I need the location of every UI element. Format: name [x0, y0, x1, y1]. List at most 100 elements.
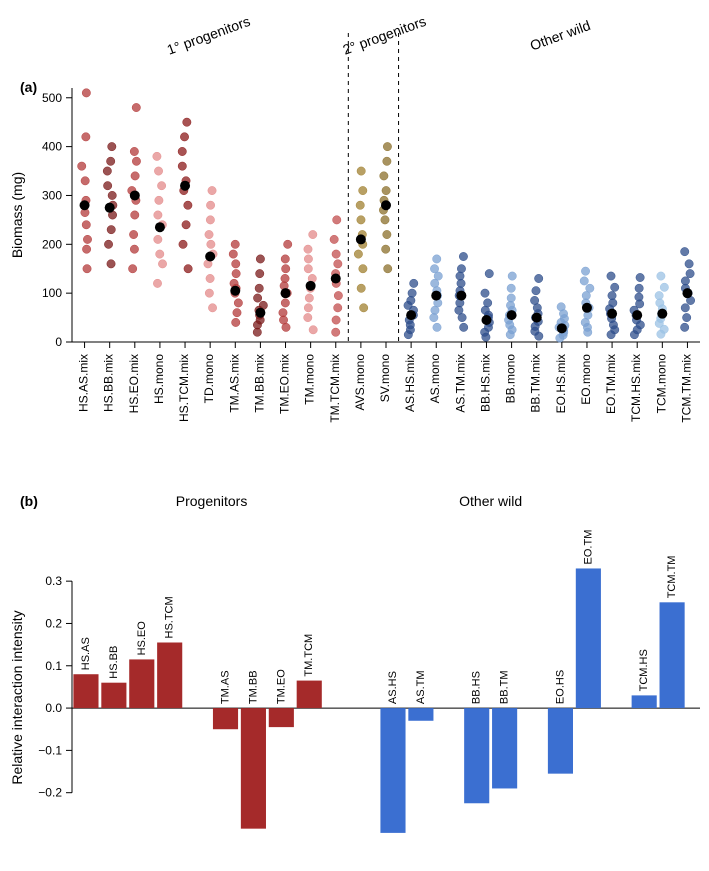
- x-category-label: BB.mono: [504, 354, 518, 404]
- data-point: [434, 272, 442, 280]
- figure: (a)0100200300400500Biomass (mg)1° progen…: [0, 0, 709, 871]
- bar: [380, 708, 405, 833]
- mean-marker: [431, 291, 441, 301]
- data-point: [205, 230, 213, 238]
- x-category-label: HS.BB.mix: [102, 354, 116, 412]
- mean-marker: [582, 303, 592, 313]
- data-point: [233, 308, 241, 316]
- mean-marker: [532, 313, 542, 323]
- data-point: [129, 230, 137, 238]
- data-point: [532, 287, 540, 295]
- data-point: [381, 216, 389, 224]
- data-point: [130, 245, 138, 253]
- data-point: [253, 294, 261, 302]
- data-point: [205, 289, 213, 297]
- data-point: [334, 291, 342, 299]
- bar: [297, 681, 322, 709]
- panel-b-label: (b): [20, 493, 38, 509]
- data-point: [108, 191, 116, 199]
- x-category-label: TM.TCM.mix: [328, 354, 342, 423]
- data-point: [232, 260, 240, 268]
- data-point: [380, 172, 388, 180]
- bar-label: EO.TM: [582, 530, 594, 565]
- data-point: [78, 162, 86, 170]
- bar-label: TM.AS: [220, 670, 232, 704]
- bar-label: HS.EO: [136, 621, 148, 656]
- mean-marker: [607, 309, 617, 319]
- data-point: [607, 272, 615, 280]
- data-point: [359, 265, 367, 273]
- bar-label: EO.HS: [554, 670, 566, 704]
- ytick-label: −0.2: [38, 786, 62, 800]
- data-point: [332, 328, 340, 336]
- bar-label: HS.BB: [108, 646, 120, 679]
- mean-marker: [130, 190, 140, 200]
- group-label: 2° progenitors: [341, 13, 429, 58]
- data-point: [108, 142, 116, 150]
- data-point: [83, 235, 91, 243]
- data-point: [131, 172, 139, 180]
- data-point: [332, 316, 340, 324]
- bar-label: BB.HS: [471, 671, 483, 704]
- data-point: [131, 211, 139, 219]
- bar-label: TCM.HS: [638, 649, 650, 691]
- bar: [73, 674, 98, 708]
- ytick-label: 100: [42, 286, 62, 300]
- mean-marker: [481, 315, 491, 325]
- data-point: [581, 267, 589, 275]
- data-point: [334, 260, 342, 268]
- x-category-label: TD.mono: [202, 354, 216, 404]
- data-point: [304, 265, 312, 273]
- data-point: [354, 250, 362, 258]
- data-point: [611, 283, 619, 291]
- ytick-label: 500: [42, 91, 62, 105]
- data-point: [410, 279, 418, 287]
- data-point: [82, 245, 90, 253]
- x-category-label: AS.HS.mix: [403, 354, 417, 412]
- data-point: [207, 240, 215, 248]
- data-point: [132, 157, 140, 165]
- x-category-label: TM.mono: [303, 354, 317, 405]
- data-point: [356, 201, 364, 209]
- data-point: [334, 304, 342, 312]
- bar-label: AS.HS: [387, 671, 399, 704]
- mean-marker: [180, 181, 190, 191]
- ytick-label: 200: [42, 237, 62, 251]
- mean-marker: [632, 310, 642, 320]
- x-category-label: HS.TCM.mix: [177, 354, 191, 422]
- data-point: [507, 284, 515, 292]
- bar: [241, 708, 266, 829]
- panel-b-ylabel: Relative interaction intensity: [9, 610, 25, 784]
- data-point: [681, 277, 689, 285]
- mean-marker: [406, 310, 416, 320]
- data-point: [82, 89, 90, 97]
- data-point: [107, 260, 115, 268]
- data-point: [206, 201, 214, 209]
- data-point: [382, 186, 390, 194]
- mean-marker: [331, 274, 341, 284]
- data-point: [357, 284, 365, 292]
- mean-marker: [205, 252, 215, 262]
- x-category-label: HS.EO.mix: [127, 354, 141, 413]
- data-point: [408, 289, 416, 297]
- data-point: [507, 294, 515, 302]
- data-point: [483, 299, 491, 307]
- data-point: [305, 294, 313, 302]
- data-point: [281, 265, 289, 273]
- mean-marker: [306, 281, 316, 291]
- x-category-label: EO.HS.mix: [554, 354, 568, 413]
- data-point: [635, 284, 643, 292]
- bar: [548, 708, 573, 774]
- group-label: Other wild: [459, 493, 522, 509]
- data-point: [155, 196, 163, 204]
- bar: [464, 708, 489, 803]
- data-point: [81, 177, 89, 185]
- data-point: [384, 265, 392, 273]
- data-point: [309, 230, 317, 238]
- mean-marker: [557, 323, 567, 333]
- ytick-label: 300: [42, 188, 62, 202]
- panel-a-label: (a): [20, 79, 37, 95]
- x-category-label: AVS.mono: [353, 354, 367, 411]
- x-category-label: AS.mono: [428, 354, 442, 404]
- data-point: [229, 250, 237, 258]
